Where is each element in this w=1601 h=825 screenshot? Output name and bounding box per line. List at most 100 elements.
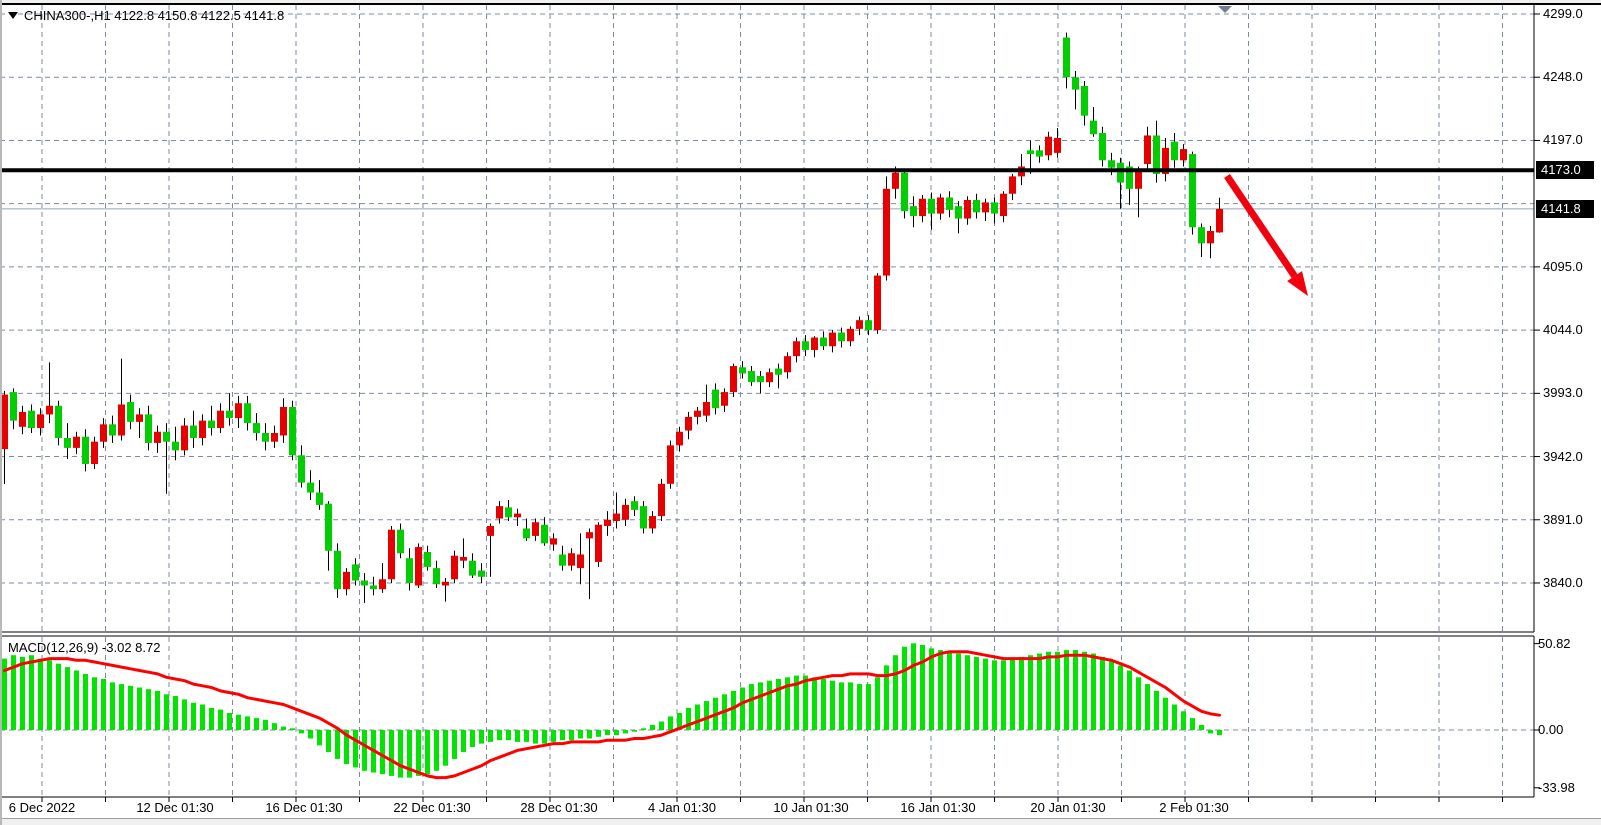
- macd-histogram-bar: [785, 677, 790, 730]
- candle-body: [280, 406, 287, 436]
- symbol-dropdown-icon[interactable]: [8, 12, 18, 19]
- candle-body: [442, 581, 449, 586]
- candle-body: [676, 431, 683, 446]
- candle-body: [1126, 166, 1133, 189]
- candle-body: [1072, 77, 1079, 90]
- candle-body: [109, 424, 116, 436]
- candle-body: [874, 275, 881, 331]
- candle-body: [847, 328, 854, 342]
- candle-body: [415, 547, 422, 586]
- macd-histogram-bar: [731, 690, 736, 730]
- chart-shift-marker-icon[interactable]: [1218, 6, 1232, 13]
- macd-histogram-bar: [884, 665, 889, 730]
- macd-histogram-bar: [848, 682, 853, 730]
- time-axis-label: 12 Dec 01:30: [136, 800, 214, 815]
- candle-body: [721, 392, 728, 406]
- price-axis-label: 4299.0: [1543, 6, 1583, 21]
- macd-histogram-bar: [875, 677, 880, 730]
- candle-body: [982, 202, 989, 213]
- candle-body: [919, 198, 926, 217]
- candle-body: [136, 414, 143, 422]
- candle-body: [172, 441, 179, 451]
- candle-body: [865, 320, 872, 331]
- hline-price-tag[interactable]: 4173.0: [1536, 161, 1594, 180]
- macd-histogram-bar: [1199, 724, 1204, 730]
- macd-histogram-bar: [956, 653, 961, 730]
- macd-histogram-bar: [812, 677, 817, 730]
- candle-body: [1027, 150, 1034, 155]
- macd-indicator-readout: MACD(12,26,9) -3.02 8.72: [8, 640, 161, 655]
- candle-body: [55, 405, 62, 438]
- candle-body: [127, 402, 134, 422]
- macd-histogram-bar: [587, 730, 592, 739]
- time-axis-label: 16 Jan 01:30: [900, 800, 976, 815]
- macd-histogram-bar: [668, 716, 673, 730]
- macd-histogram-bar: [1010, 658, 1015, 730]
- macd-histogram-bar: [1190, 718, 1195, 730]
- candle-body: [154, 431, 161, 443]
- candle-body: [1054, 137, 1061, 153]
- candle-body: [433, 568, 440, 585]
- macd-histogram-bar: [452, 730, 457, 759]
- macd-histogram-bar: [38, 658, 43, 730]
- price-axis-label: 4197.0: [1543, 132, 1583, 148]
- price-axis-label: 4095.0: [1543, 258, 1583, 274]
- candle-body: [19, 411, 26, 427]
- macd-histogram-bar: [1118, 665, 1123, 730]
- macd-histogram-bar: [749, 684, 754, 730]
- price-axis-label: 3942.0: [1543, 448, 1583, 464]
- candle-body: [757, 375, 764, 383]
- candle-body: [631, 501, 638, 510]
- macd-histogram-bar: [2, 658, 7, 730]
- candle-body: [505, 507, 512, 518]
- macd-histogram-bar: [173, 696, 178, 730]
- candle-body: [595, 524, 602, 562]
- candle-body: [1162, 147, 1169, 174]
- candle-body: [910, 206, 917, 217]
- candle-body: [1045, 136, 1052, 156]
- macd-histogram-bar: [1055, 651, 1060, 730]
- candle-body: [37, 414, 44, 429]
- macd-histogram-bar: [101, 679, 106, 730]
- macd-histogram-bar: [137, 687, 142, 730]
- candle-body: [1081, 85, 1088, 116]
- candle-body: [793, 341, 800, 357]
- time-axis-label: 4 Jan 01:30: [648, 800, 716, 815]
- macd-histogram-bar: [209, 707, 214, 730]
- macd-histogram-bar: [407, 730, 412, 778]
- price-axis-label: 4044.0: [1543, 322, 1583, 338]
- time-axis-label: 6 Dec 2022: [8, 800, 76, 815]
- candle-body: [577, 554, 584, 569]
- candle-body: [28, 410, 35, 429]
- macd-histogram-bar: [929, 648, 934, 730]
- macd-histogram-bar: [1163, 697, 1168, 730]
- trend-arrow-head[interactable]: [1287, 271, 1308, 296]
- candle-body: [973, 199, 980, 213]
- macd-histogram-bar: [551, 730, 556, 742]
- trend-arrow-shaft[interactable]: [1224, 174, 1298, 279]
- candle-body: [496, 506, 503, 519]
- candle-body: [145, 414, 152, 443]
- macd-histogram-bar: [569, 730, 574, 741]
- candle-body: [658, 483, 665, 517]
- candle-body: [811, 337, 818, 350]
- candle-body: [1063, 37, 1070, 78]
- macd-histogram-bar: [794, 675, 799, 730]
- candle-body: [1000, 193, 1007, 217]
- macd-histogram-bar: [110, 682, 115, 730]
- candle-body: [1144, 135, 1151, 164]
- macd-histogram-bar: [299, 730, 304, 734]
- candle-body: [730, 366, 737, 393]
- macd-histogram-bar: [605, 730, 610, 736]
- macd-axis-label: 50.82: [1538, 635, 1571, 651]
- macd-histogram-bar: [983, 658, 988, 730]
- macd-histogram-bar: [128, 685, 133, 730]
- candle-body: [955, 206, 962, 219]
- candle-body: [1108, 160, 1115, 168]
- macd-histogram-bar: [11, 655, 16, 730]
- time-axis-label: 16 Dec 01:30: [265, 800, 343, 815]
- candle-body: [46, 405, 53, 415]
- price-axis-label: 3840.0: [1543, 575, 1583, 590]
